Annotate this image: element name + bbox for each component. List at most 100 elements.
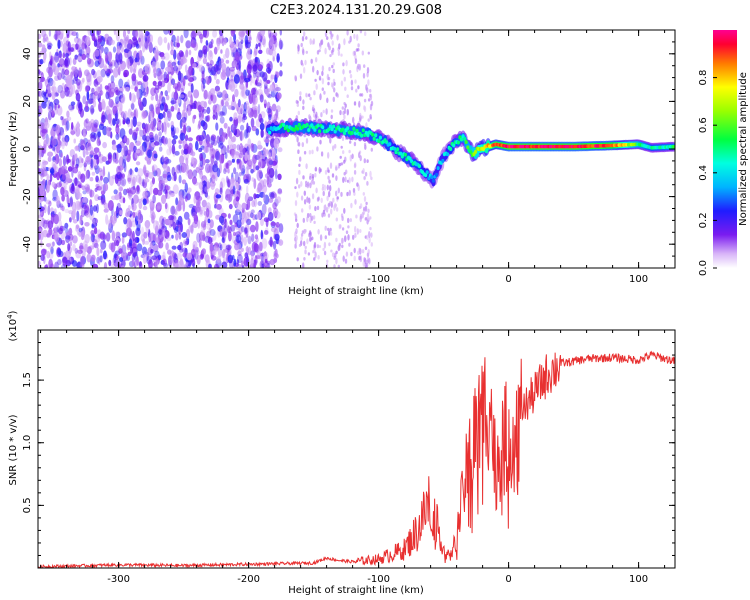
ridge-core bbox=[392, 146, 397, 151]
noise-speckle bbox=[324, 170, 328, 175]
noise-speckle bbox=[198, 49, 203, 58]
noise-speckle bbox=[324, 47, 327, 55]
noise-speckle bbox=[193, 89, 200, 99]
noise-speckle bbox=[305, 50, 308, 54]
noise-speckle bbox=[269, 236, 273, 248]
noise-speckle bbox=[342, 69, 345, 75]
noise-speckle bbox=[244, 227, 248, 234]
noise-speckle bbox=[362, 72, 366, 79]
noise-speckle bbox=[230, 30, 235, 37]
noise-speckle bbox=[140, 234, 146, 242]
noise-speckle bbox=[337, 50, 341, 57]
noise-speckle bbox=[61, 64, 65, 75]
noise-speckle bbox=[308, 204, 312, 210]
noise-speckle bbox=[242, 113, 246, 118]
noise-speckle bbox=[40, 196, 44, 202]
noise-speckle bbox=[337, 187, 340, 194]
noise-speckle bbox=[180, 222, 184, 233]
noise-speckle bbox=[170, 78, 176, 85]
noise-speckle bbox=[299, 95, 302, 102]
ridge-core bbox=[377, 139, 381, 144]
noise-speckle bbox=[86, 70, 90, 78]
noise-speckle bbox=[164, 116, 168, 126]
noise-speckle bbox=[197, 104, 202, 113]
noise-speckle bbox=[121, 265, 125, 268]
noise-speckle bbox=[188, 142, 193, 151]
noise-speckle bbox=[153, 135, 157, 141]
snr-multiplier-close: ) bbox=[8, 310, 19, 314]
noise-speckle bbox=[220, 177, 226, 188]
noise-speckle bbox=[74, 54, 78, 60]
noise-speckle bbox=[123, 161, 127, 173]
noise-speckle bbox=[232, 185, 236, 195]
noise-speckle bbox=[335, 175, 338, 182]
noise-speckle bbox=[170, 205, 176, 216]
noise-speckle bbox=[97, 131, 101, 138]
noise-speckle bbox=[236, 106, 242, 115]
noise-speckle bbox=[85, 149, 89, 156]
noise-speckle bbox=[146, 159, 152, 165]
noise-speckle bbox=[54, 224, 60, 230]
noise-speckle bbox=[134, 57, 138, 63]
noise-speckle bbox=[38, 102, 42, 109]
noise-speckle bbox=[312, 65, 315, 73]
noise-speckle bbox=[273, 240, 277, 250]
ridge-core bbox=[372, 136, 376, 141]
noise-speckle bbox=[342, 255, 345, 262]
noise-speckle bbox=[92, 263, 99, 268]
noise-speckle bbox=[232, 143, 237, 150]
noise-speckle bbox=[208, 99, 212, 105]
noise-speckle bbox=[350, 79, 354, 86]
noise-speckle bbox=[41, 44, 46, 55]
noise-speckle bbox=[150, 87, 157, 96]
noise-speckle bbox=[198, 163, 203, 169]
noise-speckle bbox=[204, 186, 210, 193]
noise-speckle bbox=[319, 93, 322, 101]
noise-speckle bbox=[348, 177, 351, 184]
noise-speckle bbox=[366, 67, 370, 74]
noise-speckle bbox=[227, 84, 233, 91]
noise-speckle bbox=[348, 189, 351, 196]
noise-speckle bbox=[83, 119, 88, 128]
noise-speckle bbox=[311, 193, 315, 200]
noise-speckle bbox=[173, 65, 178, 72]
noise-speckle bbox=[101, 98, 106, 110]
noise-speckle bbox=[118, 248, 123, 254]
noise-speckle bbox=[354, 225, 357, 233]
noise-speckle bbox=[263, 252, 269, 261]
noise-speckle bbox=[83, 203, 89, 214]
noise-speckle bbox=[119, 42, 123, 49]
noise-speckle bbox=[296, 222, 299, 229]
noise-speckle bbox=[97, 38, 103, 43]
noise-speckle bbox=[100, 184, 106, 195]
noise-speckle bbox=[46, 250, 51, 259]
noise-speckle bbox=[134, 79, 139, 90]
noise-speckle bbox=[212, 30, 218, 38]
noise-speckle bbox=[279, 70, 283, 77]
noise-speckle bbox=[353, 50, 356, 56]
noise-speckle bbox=[341, 244, 344, 249]
noise-speckle bbox=[300, 236, 303, 241]
noise-speckle bbox=[294, 243, 297, 249]
noise-speckle bbox=[215, 203, 222, 210]
noise-speckle bbox=[77, 192, 82, 199]
noise-speckle bbox=[358, 255, 361, 261]
noise-speckle bbox=[179, 132, 186, 141]
noise-speckle bbox=[176, 42, 180, 48]
noise-speckle bbox=[58, 250, 64, 258]
noise-speckle bbox=[295, 177, 299, 185]
noise-speckle bbox=[86, 57, 92, 65]
noise-speckle bbox=[90, 233, 96, 243]
noise-speckle bbox=[145, 172, 149, 178]
noise-speckle bbox=[90, 229, 95, 236]
noise-speckle bbox=[72, 167, 79, 174]
noise-speckle bbox=[243, 178, 249, 184]
noise-speckle bbox=[41, 217, 45, 228]
noise-speckle bbox=[141, 110, 147, 120]
noise-speckle bbox=[244, 228, 247, 235]
noise-speckle bbox=[161, 229, 166, 238]
noise-speckle bbox=[64, 121, 69, 132]
noise-speckle bbox=[94, 49, 100, 57]
noise-speckle bbox=[77, 157, 84, 168]
noise-speckle bbox=[127, 177, 132, 182]
